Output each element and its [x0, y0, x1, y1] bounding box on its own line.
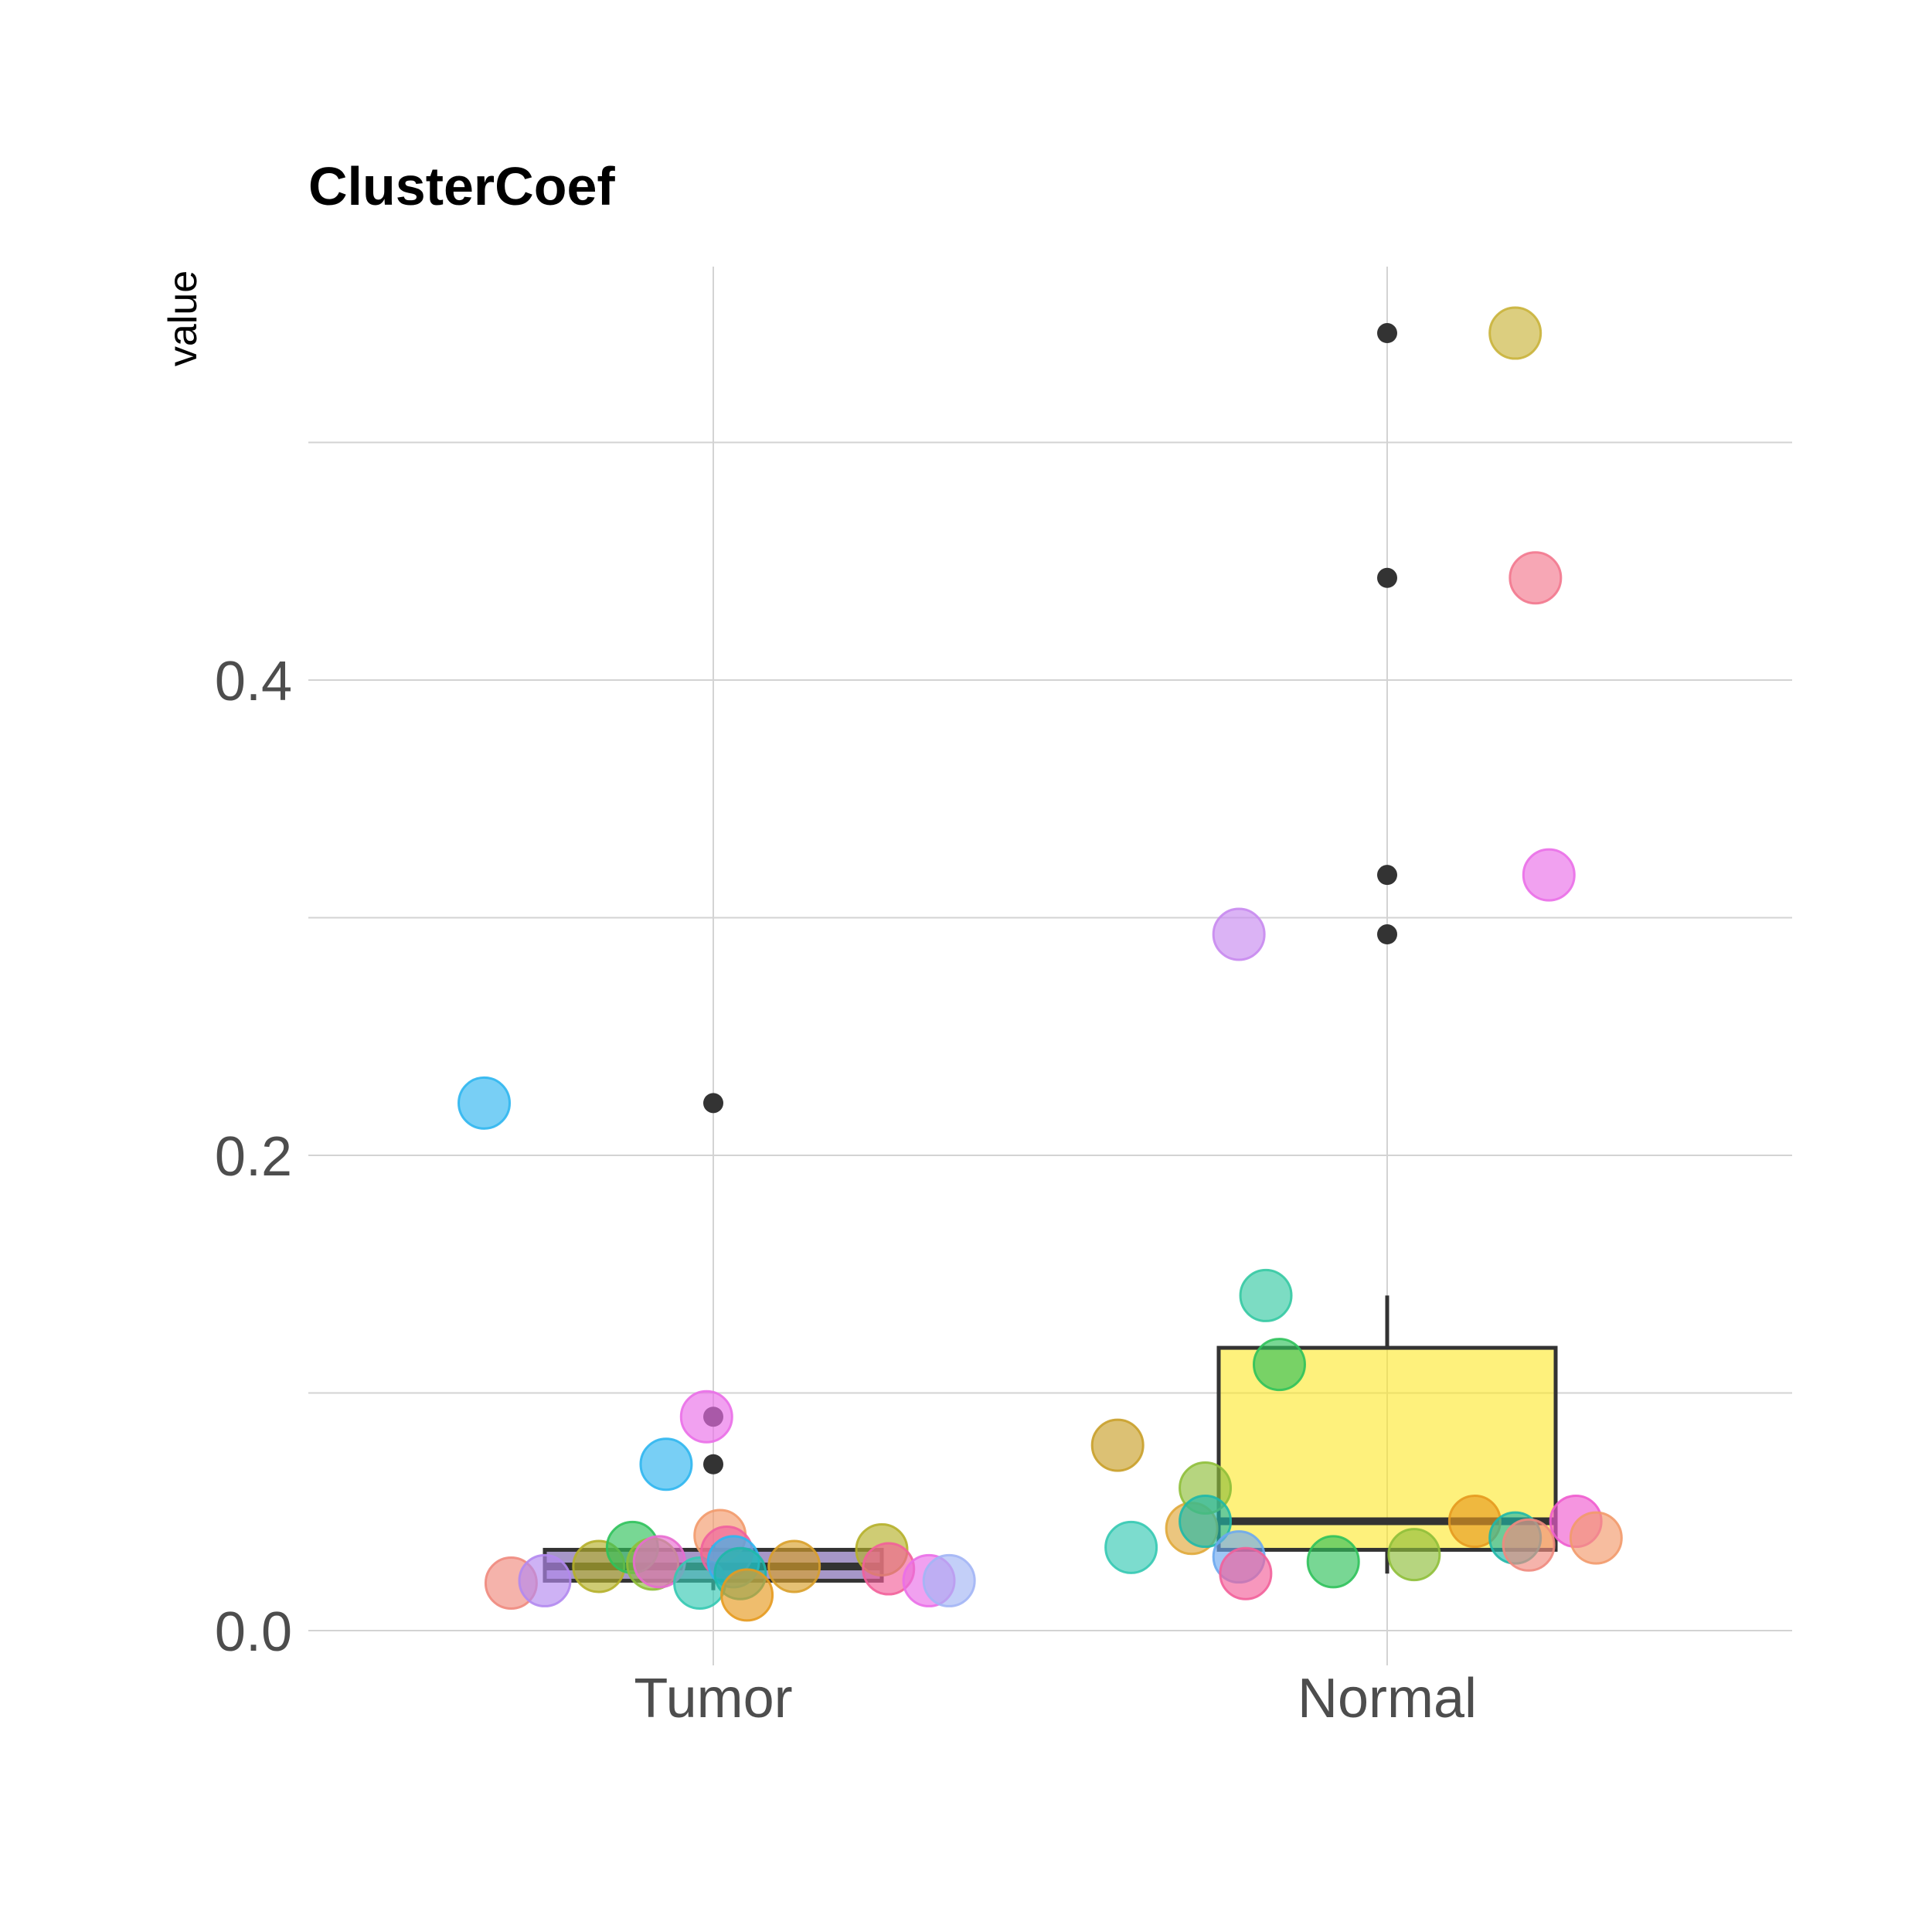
gridlines [308, 267, 1792, 1665]
data-point [1090, 1418, 1145, 1472]
data-point [1219, 1546, 1273, 1600]
outlier-point [1377, 323, 1397, 344]
data-point [1104, 1520, 1158, 1574]
data-point [1212, 907, 1266, 961]
outlier-points [703, 323, 1397, 1475]
data-point [1239, 1268, 1293, 1322]
data-point [1252, 1338, 1306, 1392]
data-point [1509, 551, 1563, 605]
y-tick-label: 0.0 [215, 1601, 292, 1663]
data-point [1306, 1535, 1360, 1589]
outlier-point [1377, 865, 1397, 886]
data-point [1522, 848, 1576, 902]
data-point [679, 1389, 733, 1444]
data-point [720, 1568, 774, 1622]
y-tick-label: 0.2 [215, 1126, 292, 1188]
x-tick-label: Normal [1298, 1668, 1477, 1730]
data-point [1569, 1511, 1623, 1565]
data-point [1502, 1518, 1556, 1572]
chart-title: ClusterCoef [308, 156, 615, 216]
jitter-points [457, 306, 1623, 1622]
x-tick-label: Tumor [634, 1668, 792, 1730]
outlier-point [703, 1454, 723, 1475]
outlier-point [703, 1093, 723, 1114]
data-point [457, 1076, 512, 1130]
y-tick-label: 0.4 [215, 651, 292, 713]
outlier-point [1377, 924, 1397, 945]
data-point [1488, 306, 1543, 360]
data-point [639, 1437, 693, 1492]
y-axis-label: value [161, 270, 206, 366]
data-point [1179, 1495, 1233, 1549]
axis-ticks: 0.0 0.2 0.4 Tumor Normal [215, 651, 1477, 1730]
data-point [922, 1553, 976, 1607]
data-point [767, 1539, 821, 1594]
data-point [1387, 1528, 1441, 1582]
data-point [518, 1553, 572, 1607]
outlier-point [1377, 567, 1397, 588]
